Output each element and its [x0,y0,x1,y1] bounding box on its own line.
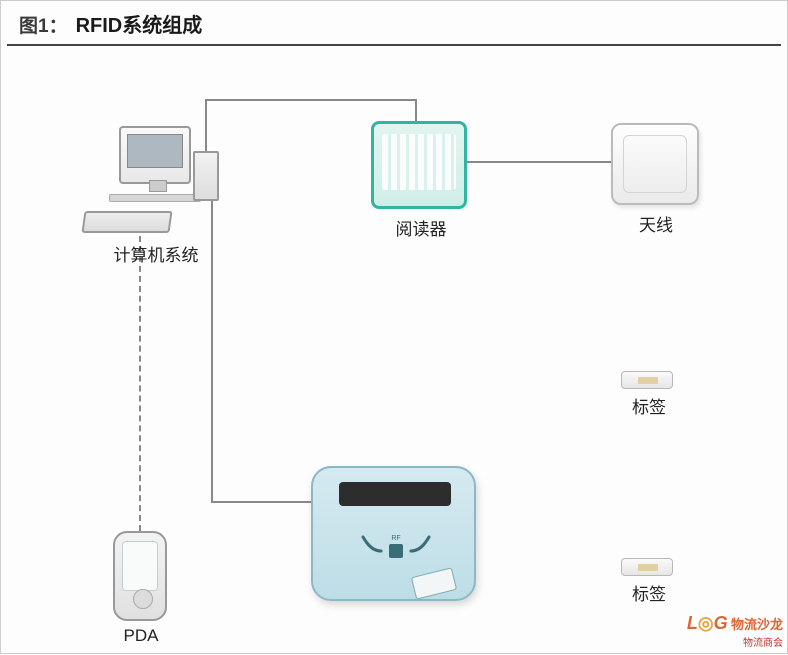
title-text: RFID系统组成 [76,15,203,37]
rfid-diagram: 计算机系统 阅读器 天线 RF PDA 标签 标签 L◎G 物流沙龙 物流商 [1,41,788,655]
card-reader-screen [339,482,451,506]
conn-computer-reader-v [205,99,207,151]
conn-computer-pda [139,236,141,531]
watermark: L◎G 物流沙龙 物流商会 [687,613,783,649]
conn-reader-antenna [467,161,611,163]
computer-label: 计算机系统 [96,241,216,266]
conn-computer-reader-h [205,99,415,101]
pda-icon [113,531,167,621]
rfid-tag-icon-2 [621,558,673,576]
rfid-tag-icon-1 [621,371,673,389]
tag1-label: 标签 [589,393,709,418]
title-prefix: 图1： [19,16,68,37]
rfid-wave-icon: RF [361,526,431,576]
computer-monitor-icon [119,126,191,184]
watermark-brand: G [714,613,728,633]
figure-title: 图1： RFID系统组成 [7,1,781,46]
watermark-sub: 物流商会 [687,634,783,649]
conn-reader-drop [415,99,417,121]
card-reader-icon: RF [311,466,476,601]
watermark-brand-prefix: L [687,613,698,633]
svg-text:RF: RF [391,535,400,542]
watermark-text: 物流沙龙 [731,617,783,632]
pda-label: PDA [81,626,201,646]
conn-computer-cardreader-h [211,501,311,503]
reader-icon [371,121,467,209]
antenna-icon [611,123,699,205]
computer-monitor-base [109,194,201,202]
reader-label: 阅读器 [361,215,481,240]
computer-keyboard-icon [81,211,172,233]
computer-tower-icon [193,151,219,201]
tag2-label: 标签 [589,580,709,605]
antenna-label: 天线 [596,211,716,236]
